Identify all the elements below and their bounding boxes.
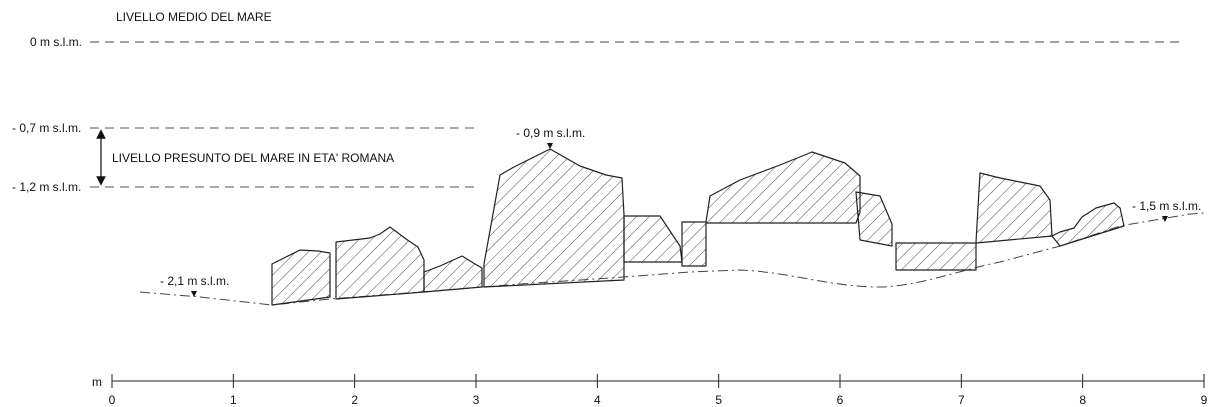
peak-elevation-label: - 0,9 m s.l.m. (516, 126, 585, 140)
scale-ticks: 0 1 2 3 4 5 6 7 8 9 (109, 374, 1208, 407)
scale-tick-label: 9 (1201, 393, 1208, 407)
upper-roman-level-label: - 0,7 m s.l.m. (12, 121, 81, 135)
rock-block-9 (895, 242, 977, 271)
scale-tick-label: 4 (594, 393, 601, 407)
rock-block-1 (271, 249, 331, 306)
rock-block-8 (855, 191, 893, 247)
scale-tick-label: 5 (715, 393, 722, 407)
presumed-sea-level-label: LIVELLO PRESUNTO DEL MARE IN ETA' ROMANA (112, 151, 394, 165)
scale-tick-label: 7 (958, 393, 965, 407)
zero-level-label: 0 m s.l.m. (30, 35, 82, 49)
scale-tick-label: 3 (473, 393, 480, 407)
lower-roman-level-label: - 1,2 m s.l.m. (12, 180, 81, 194)
rock-block-6 (681, 221, 707, 267)
rock-block-7 (705, 151, 861, 224)
rock-block-3 (423, 255, 483, 293)
peak-marker (547, 143, 553, 149)
mean-sea-level-label: LIVELLO MEDIO DEL MARE (116, 10, 272, 24)
rock-block-4-peak (483, 148, 625, 288)
scale-tick-label: 2 (351, 393, 358, 407)
left-marker (191, 291, 197, 297)
right-elevation-label: - 1,5 m s.l.m. (1132, 199, 1201, 213)
scale-unit-label: m (92, 375, 102, 389)
scale-tick-label: 8 (1079, 393, 1086, 407)
right-marker (1162, 216, 1168, 222)
left-elevation-label: - 2,1 m s.l.m. (160, 274, 229, 288)
rock-block-2 (335, 226, 425, 300)
scale-tick-label: 6 (837, 393, 844, 407)
rock-block-5 (623, 215, 683, 263)
rock-block-10 (975, 172, 1053, 244)
seabed-profile-line (139, 212, 1205, 306)
scale-tick-label: 1 (230, 393, 237, 407)
rock-blocks (271, 148, 1125, 306)
scale-tick-label: 0 (109, 393, 116, 407)
rock-block-11 (1051, 202, 1125, 247)
